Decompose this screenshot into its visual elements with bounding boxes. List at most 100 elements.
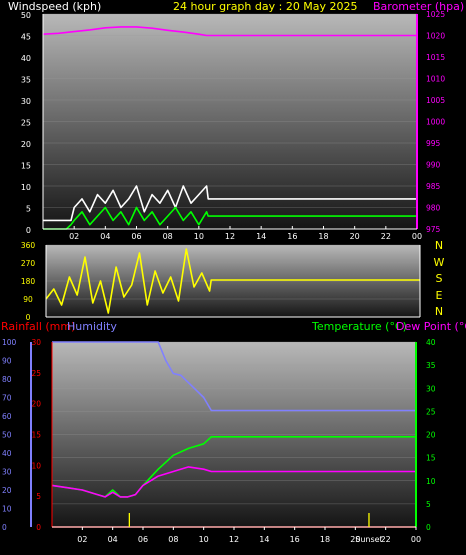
barometer-tick-label: 1010 [426,75,445,84]
x-tick-label: 06 [138,535,148,544]
humidity-axis-label: Humidity [67,320,117,333]
temperature-tick-label: 25 [426,407,436,416]
humidity-tick-label: 0 [2,523,7,532]
direction-tick-label: 90 [23,295,33,304]
windspeed-tick-label: 40 [21,54,31,63]
barometer-tick-label: 1020 [426,32,445,41]
barometer-tick-label: 1025 [426,10,445,19]
x-tick-label: 20 [350,535,360,544]
humidity-tick-label: 10 [2,505,12,514]
windspeed-tick-label: 0 [26,226,31,235]
rainfall-axis-label: Rainfall (mm) [1,320,76,333]
rainfall-tick-label: 15 [31,431,41,440]
x-tick-label: 18 [318,232,328,241]
direction-tick-label: 0 [26,313,31,320]
x-tick-label: 14 [259,535,269,544]
x-tick-label: 00 [412,232,422,241]
windspeed-tick-label: 35 [21,76,31,85]
compass-south: S [435,272,443,285]
barometer-tick-label: 990 [426,161,441,170]
temperature-tick-label: 5 [426,500,431,509]
windspeed-tick-label: 15 [21,162,31,171]
rainfall-tick-label: 0 [36,523,41,532]
windspeed-tick-label: 10 [21,183,31,192]
x-tick-label: 16 [287,232,297,241]
humidity-tick-label: 30 [2,468,12,477]
wind-direction-chart: 0 90 180 270 360 [21,241,421,320]
x-tick-label: 08 [163,232,173,241]
dewpoint-axis-label: Dew Point (°C) [396,320,466,333]
graph-title: 24 hour graph day : 20 May 2025 [173,0,358,13]
barometer-axis-label: Barometer (hpa) [373,0,465,13]
humidity-tick-label: 90 [2,357,12,366]
x-tick-label: 10 [194,232,204,241]
x-tick-label: 22 [381,535,391,544]
direction-tick-label: 180 [21,277,36,286]
temp-humidity-rain-chart: 0510152025303540010203040506070809010005… [2,338,436,544]
temperature-tick-label: 20 [426,431,436,440]
humidity-tick-label: 40 [2,449,12,458]
barometer-tick-label: 995 [426,139,441,148]
compass-east: E [435,289,443,302]
rainfall-tick-label: 20 [31,400,41,409]
x-tick-label: 16 [290,535,300,544]
x-tick-label: 20 [350,232,360,241]
windspeed-tick-label: 50 [21,11,31,20]
humidity-tick-label: 70 [2,394,12,403]
series-line-humidity [52,341,416,412]
x-tick-label: 08 [168,535,178,544]
series-line-average [43,206,417,230]
direction-tick-label: 270 [21,259,36,268]
x-tick-label: 12 [229,535,239,544]
compass-west: W [433,256,445,269]
x-tick-label: 12 [225,232,235,241]
x-tick-label: 22 [381,232,391,241]
x-tick-label: 18 [320,535,330,544]
humidity-tick-label: 80 [2,375,12,384]
rainfall-tick-label: 10 [31,461,41,470]
compass-north-bottom: N [434,305,444,318]
rainfall-tick-label: 30 [31,338,41,347]
barometer-tick-label: 1015 [426,53,445,62]
direction-tick-label: 360 [21,241,36,250]
barometer-tick-label: 980 [426,204,441,213]
humidity-tick-label: 50 [2,431,12,440]
temperature-tick-label: 15 [426,454,436,463]
humidity-tick-label: 100 [2,338,17,347]
barometer-tick-label: 985 [426,182,441,191]
wind-barometer-chart: 0510152025303540455097598098599099510001… [21,10,446,241]
series-line-dew-point-c- [51,466,416,498]
series-line-gust [43,185,417,222]
x-tick-label: 14 [256,232,266,241]
sunset-label: Sunset [355,535,382,544]
windspeed-axis-label: Windspeed (kph) [8,0,102,13]
series-line-barometer-hpa- [42,26,417,37]
x-tick-label: 04 [100,232,110,241]
windspeed-tick-label: 25 [21,119,31,128]
temperature-tick-label: 30 [426,384,436,393]
temperature-tick-label: 40 [426,338,436,347]
x-tick-label: 02 [77,535,87,544]
windspeed-tick-label: 20 [21,140,31,149]
humidity-tick-label: 60 [2,412,12,421]
x-tick-label: 04 [108,535,118,544]
humidity-tick-label: 20 [2,486,12,495]
x-tick-label: 02 [69,232,79,241]
barometer-tick-label: 1000 [426,118,445,127]
barometer-tick-label: 975 [426,225,441,234]
rainfall-tick-label: 25 [31,369,41,378]
windspeed-tick-label: 30 [21,97,31,106]
series-line-wind-direction [45,248,420,314]
windspeed-tick-label: 45 [21,33,31,42]
compass-north: N [434,239,444,252]
temperature-tick-label: 35 [426,361,436,370]
rainfall-tick-label: 5 [36,492,41,501]
temperature-axis-label: Temperature (°C) [312,320,407,333]
windspeed-tick-label: 5 [26,205,31,214]
x-tick-label: 10 [199,535,209,544]
barometer-tick-label: 1005 [426,96,445,105]
x-tick-label: 00 [411,535,421,544]
x-tick-label: 06 [131,232,141,241]
temperature-tick-label: 0 [426,523,431,532]
